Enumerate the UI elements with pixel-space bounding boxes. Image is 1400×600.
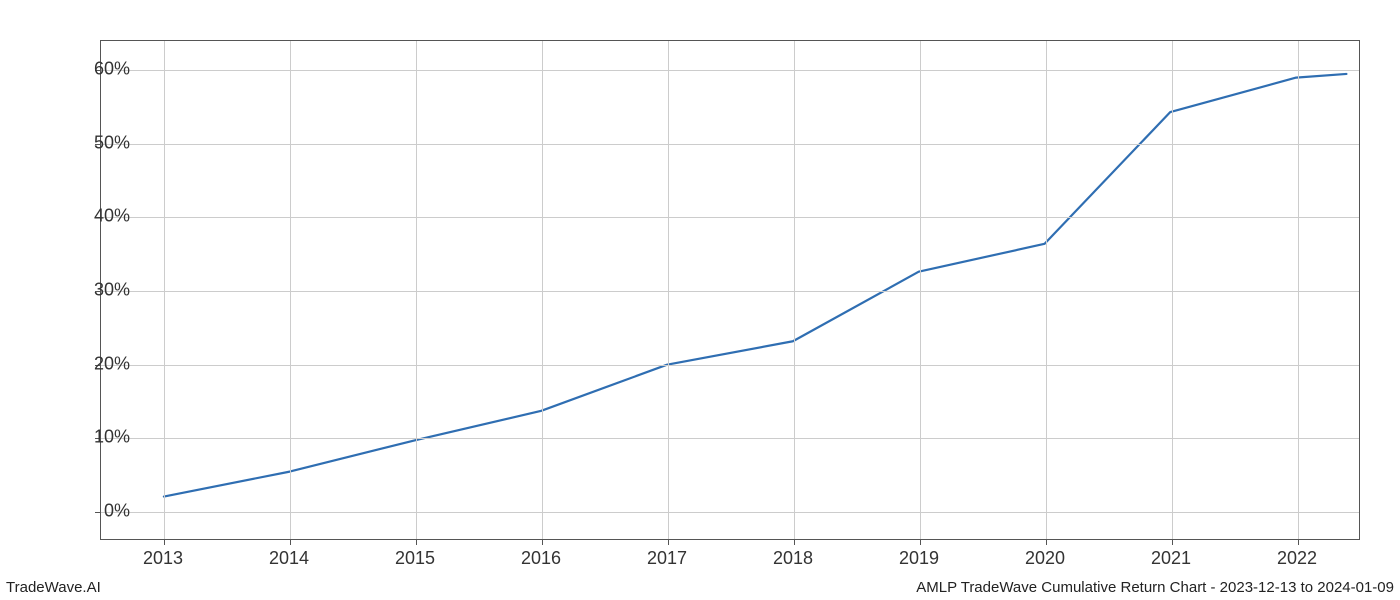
grid-line-vertical — [290, 41, 291, 539]
y-tick-label: 20% — [70, 353, 130, 374]
grid-line-horizontal — [101, 512, 1359, 513]
grid-line-horizontal — [101, 291, 1359, 292]
y-tick-label: 10% — [70, 427, 130, 448]
y-tick-label: 40% — [70, 206, 130, 227]
x-tick-mark — [416, 539, 417, 545]
y-tick-label: 0% — [70, 500, 130, 521]
x-tick-mark — [1298, 539, 1299, 545]
grid-line-vertical — [794, 41, 795, 539]
grid-line-vertical — [1172, 41, 1173, 539]
x-tick-label: 2019 — [899, 548, 939, 569]
grid-line-horizontal — [101, 217, 1359, 218]
x-tick-label: 2015 — [395, 548, 435, 569]
y-tick-label: 50% — [70, 132, 130, 153]
x-tick-label: 2013 — [143, 548, 183, 569]
footer-right-caption: AMLP TradeWave Cumulative Return Chart -… — [916, 579, 1394, 596]
x-tick-label: 2016 — [521, 548, 561, 569]
x-tick-label: 2014 — [269, 548, 309, 569]
x-tick-mark — [794, 539, 795, 545]
grid-line-horizontal — [101, 365, 1359, 366]
grid-line-vertical — [920, 41, 921, 539]
grid-line-horizontal — [101, 144, 1359, 145]
x-tick-label: 2021 — [1151, 548, 1191, 569]
x-tick-label: 2018 — [773, 548, 813, 569]
x-tick-mark — [542, 539, 543, 545]
grid-line-vertical — [164, 41, 165, 539]
grid-line-horizontal — [101, 70, 1359, 71]
x-tick-mark — [1046, 539, 1047, 545]
grid-line-vertical — [542, 41, 543, 539]
x-tick-label: 2022 — [1277, 548, 1317, 569]
grid-line-vertical — [668, 41, 669, 539]
chart-container — [100, 40, 1360, 540]
x-tick-label: 2020 — [1025, 548, 1065, 569]
grid-line-vertical — [1046, 41, 1047, 539]
x-tick-mark — [290, 539, 291, 545]
grid-line-vertical — [1298, 41, 1299, 539]
grid-line-horizontal — [101, 438, 1359, 439]
x-tick-mark — [1172, 539, 1173, 545]
plot-area — [100, 40, 1360, 540]
y-tick-label: 60% — [70, 59, 130, 80]
footer-left-brand: TradeWave.AI — [6, 579, 101, 596]
x-tick-mark — [668, 539, 669, 545]
x-tick-mark — [164, 539, 165, 545]
y-tick-label: 30% — [70, 280, 130, 301]
grid-line-vertical — [416, 41, 417, 539]
x-tick-label: 2017 — [647, 548, 687, 569]
x-tick-mark — [920, 539, 921, 545]
